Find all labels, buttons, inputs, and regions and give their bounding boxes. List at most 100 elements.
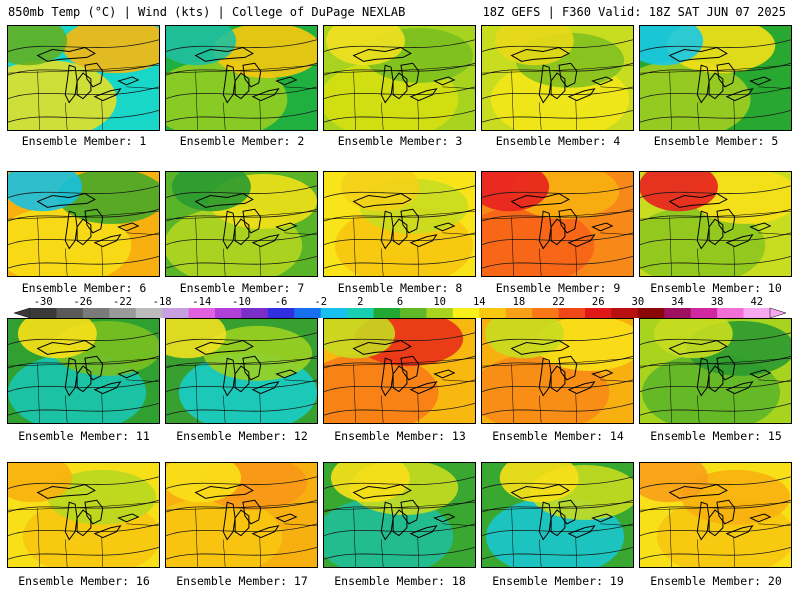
temperature-region [482,353,610,423]
great-lakes-outline [117,222,140,232]
state-boundary [417,537,419,567]
ensemble-member-label: Ensemble Member: 2 [179,134,305,148]
state-boundary [37,508,40,567]
great-lakes-outline [708,218,724,246]
ensemble-member-label: Ensemble Member: 20 [650,574,782,588]
height-contour [482,402,633,416]
state-boundary [284,523,317,527]
height-contour [166,546,317,560]
great-lakes-outline [84,62,104,88]
great-lakes-outline [696,501,710,541]
colorbar-segment [215,308,242,318]
great-lakes-outline [222,357,236,397]
ensemble-panel-13 [323,318,476,424]
great-lakes-outline [433,76,456,86]
colorbar-segment [505,308,533,318]
height-contour [8,185,159,198]
great-lakes-outline [242,499,262,525]
great-lakes-outline [352,484,412,499]
great-lakes-outline [538,64,552,104]
great-lakes-outline [76,218,92,246]
ensemble-member-label: Ensemble Member: 18 [334,574,466,588]
great-lakes-outline [84,499,104,525]
colorbar-segment [162,308,189,318]
ensemble-member-label: Ensemble Member: 17 [176,574,308,588]
height-contour [482,332,633,345]
ensemble-panel-9 [481,171,634,277]
great-lakes-outline [510,47,570,62]
ensemble-panel-5 [639,25,792,131]
height-contour [640,546,791,560]
state-boundary [538,248,542,276]
state-boundary [353,217,356,276]
temperature-region [213,26,317,78]
ensemble-panel-3 [323,25,476,131]
temperature-region [494,26,574,66]
state-boundary [600,86,633,90]
great-lakes-outline [409,381,438,395]
colorbar-segment [479,308,507,318]
height-contour [640,255,791,269]
state-boundary [511,217,514,276]
great-lakes-outline [591,222,614,232]
height-contour [166,185,317,198]
state-boundary [380,248,384,276]
great-lakes-outline [400,499,420,525]
ensemble-member-label: Ensemble Member: 15 [650,429,782,443]
height-contour [640,332,791,345]
great-lakes-outline [64,501,78,541]
temperature-region [166,497,283,567]
great-lakes-outline [716,355,736,381]
state-boundary [380,539,384,567]
state-boundary [733,537,735,567]
ensemble-panel-1 [7,25,160,131]
state-boundary [284,379,317,383]
state-boundary [64,539,68,567]
state-boundary [733,100,735,130]
great-lakes-outline [93,381,122,395]
temperature-map [166,319,317,423]
temperature-region [203,325,313,381]
colorbar-tick-label: -10 [231,296,251,308]
great-lakes-outline [242,208,262,234]
height-contour [8,39,159,52]
state-boundary [222,102,226,130]
height-contour [166,476,317,489]
height-contour [324,476,475,489]
state-boundary [696,539,700,567]
colorbar-segment [717,308,744,318]
state-boundary [101,100,103,130]
ensemble-panel-6 [7,171,160,277]
colorbar-tick-label: 6 [396,296,404,308]
state-boundary [64,248,68,276]
ensemble-member-label: Ensemble Member: 11 [18,429,150,443]
temperature-region [653,319,733,359]
colorbar-tick-label: -14 [192,296,212,308]
great-lakes-outline [251,88,280,102]
temperature-map [166,26,317,130]
great-lakes-outline [352,193,412,208]
state-boundary [195,217,198,276]
temperature-region [62,26,159,74]
height-contour [324,546,475,560]
ensemble-member-label: Ensemble Member: 16 [18,574,150,588]
great-lakes-outline [64,357,78,397]
ensemble-panel-4 [481,25,634,131]
temperature-region [640,172,718,212]
great-lakes-outline [749,369,772,379]
height-contour [482,185,633,198]
great-lakes-outline [194,340,254,355]
ensemble-panel-14 [481,318,634,424]
great-lakes-outline [696,64,710,104]
great-lakes-outline [392,218,408,246]
height-contour [482,476,633,489]
temperature-map [640,26,791,130]
colorbar-segment [373,308,401,318]
great-lakes-outline [36,340,96,355]
state-boundary [669,71,672,130]
great-lakes-outline [400,62,420,88]
map-title-left: 850mb Temp (°C) | Wind (kts) | College o… [8,5,406,19]
ensemble-member-label: Ensemble Member: 14 [492,429,624,443]
great-lakes-outline [194,193,254,208]
state-boundary [126,86,159,90]
